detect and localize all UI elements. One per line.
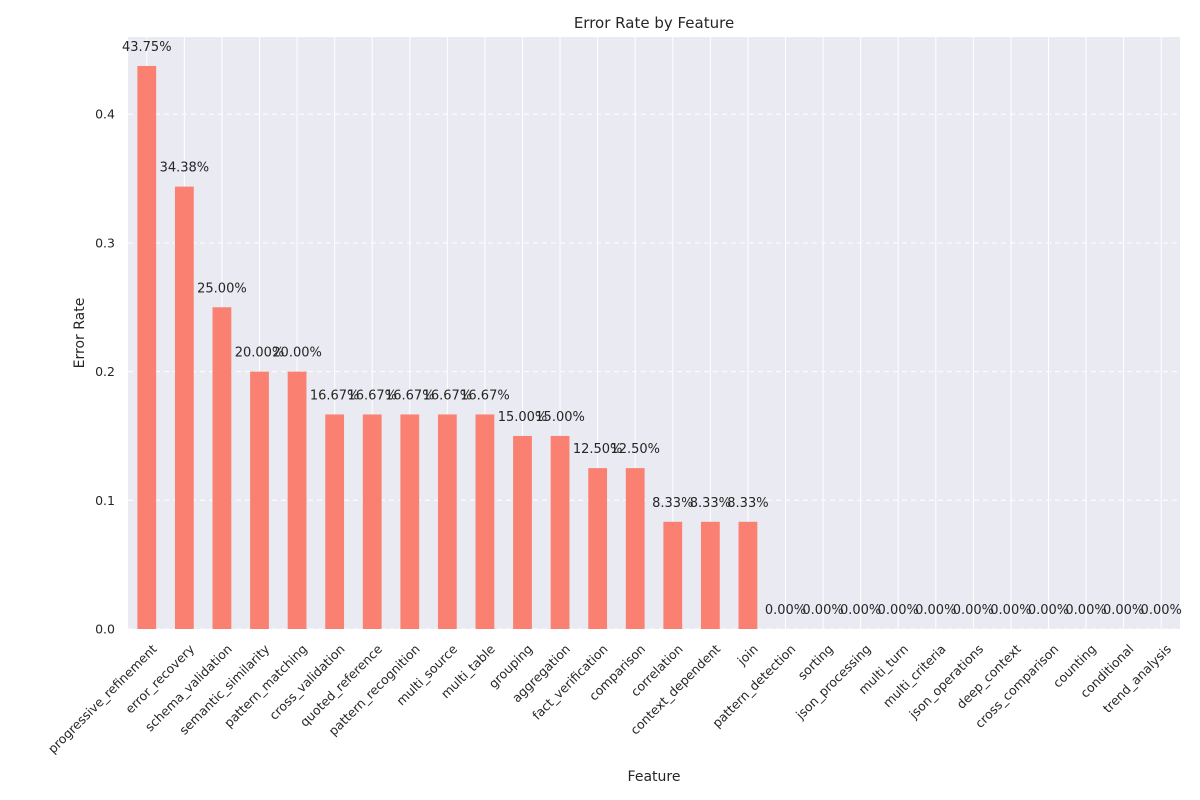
y-axis-ticks: 0.0 0.1 0.2 0.3 0.4 <box>95 107 115 637</box>
bar <box>287 371 307 629</box>
data-label: 12.50% <box>610 442 660 457</box>
bar <box>362 414 382 629</box>
data-label: 0.00% <box>802 603 843 618</box>
data-label: 0.00% <box>878 603 919 618</box>
y-tick-label: 0.4 <box>95 107 115 122</box>
x-axis-ticks: progressive_refinementerror_recoverysche… <box>45 641 1174 756</box>
data-label: 16.67% <box>460 388 510 403</box>
data-labels: 43.75%34.38%25.00%20.00%20.00%16.67%16.6… <box>122 40 1182 618</box>
y-axis-label: Error Rate <box>72 298 88 369</box>
bar <box>738 521 758 629</box>
data-label: 16.67% <box>385 388 435 403</box>
data-label: 12.50% <box>573 442 623 457</box>
data-label: 8.33% <box>727 496 768 511</box>
data-label: 0.00% <box>953 603 994 618</box>
bar <box>212 307 232 629</box>
bar <box>513 435 532 629</box>
plot-background <box>128 37 1180 629</box>
data-label: 0.00% <box>990 603 1031 618</box>
data-label: 0.00% <box>1103 603 1144 618</box>
data-label: 8.33% <box>652 496 693 511</box>
data-label: 16.67% <box>310 388 360 403</box>
bar <box>475 414 495 629</box>
bar <box>437 414 457 629</box>
data-label: 0.00% <box>915 603 956 618</box>
y-tick-label: 0.0 <box>95 622 115 637</box>
data-label: 34.38% <box>160 161 210 176</box>
data-label: 16.67% <box>347 388 397 403</box>
data-label: 43.75% <box>122 40 172 55</box>
y-tick-label: 0.3 <box>95 235 115 250</box>
y-tick-label: 0.1 <box>95 493 115 508</box>
x-tick-label: join <box>734 641 761 668</box>
data-label: 0.00% <box>840 603 881 618</box>
bar <box>325 414 345 629</box>
bar <box>250 371 269 629</box>
data-label: 0.00% <box>1065 603 1106 618</box>
bars <box>137 65 758 629</box>
data-label: 16.67% <box>423 388 473 403</box>
bar <box>700 521 720 629</box>
y-tick-label: 0.2 <box>95 364 115 379</box>
bar <box>588 468 608 629</box>
data-label: 0.00% <box>1028 603 1069 618</box>
chart-title: Error Rate by Feature <box>574 14 734 32</box>
bar <box>137 65 157 629</box>
bar <box>400 414 420 629</box>
data-label: 8.33% <box>690 496 731 511</box>
x-tick-label: trend_analysis <box>1100 641 1174 715</box>
data-label: 15.00% <box>535 410 585 425</box>
bar <box>625 468 645 629</box>
data-label: 15.00% <box>498 410 548 425</box>
data-label: 20.00% <box>235 346 285 361</box>
data-label: 0.00% <box>1141 603 1182 618</box>
data-label: 25.00% <box>197 281 247 296</box>
data-label: 0.00% <box>765 603 806 618</box>
bar <box>550 435 570 629</box>
bar <box>663 521 683 629</box>
x-axis-label: Feature <box>628 769 681 785</box>
data-label: 20.00% <box>272 346 322 361</box>
bar <box>174 186 194 629</box>
